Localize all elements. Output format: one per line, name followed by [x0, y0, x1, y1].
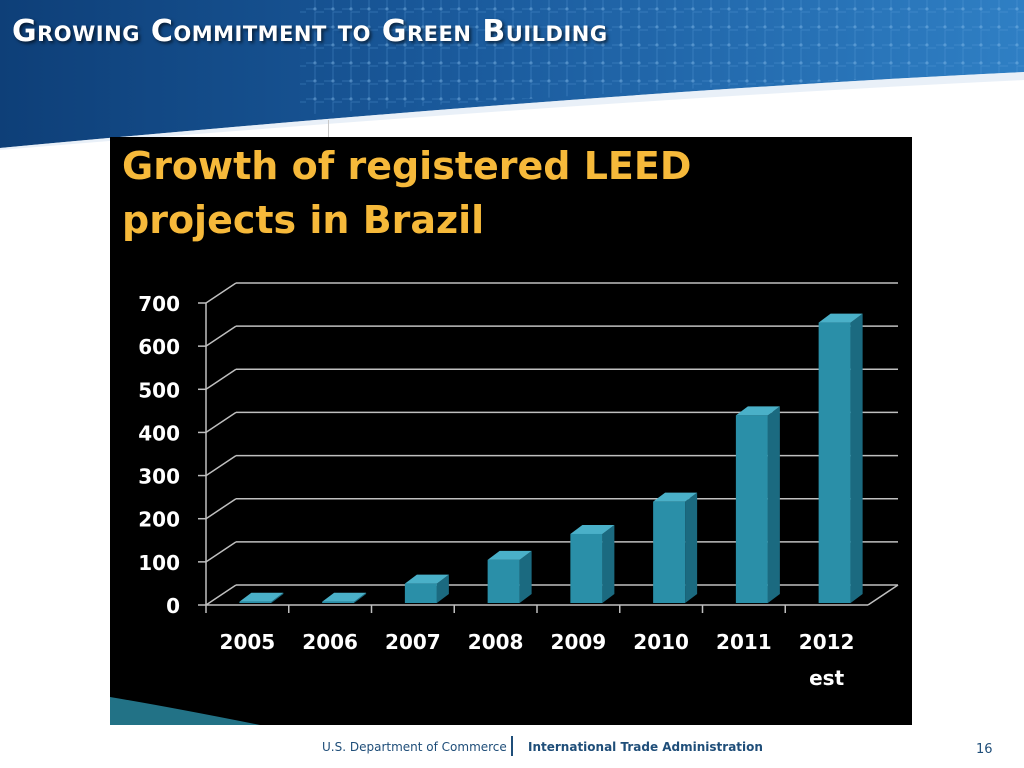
floor-edge — [867, 584, 899, 606]
bar-side — [767, 406, 780, 603]
bar-side — [271, 592, 284, 603]
bar-side — [850, 313, 863, 603]
gridline-depth — [205, 541, 237, 563]
bar-top — [404, 574, 449, 584]
slide-footer: U.S. Department of Commerce Internationa… — [0, 736, 1024, 768]
footer-separator — [511, 736, 513, 756]
gridline-depth — [205, 411, 237, 434]
bar-top — [818, 313, 863, 323]
x-tick-label: 2005 — [220, 630, 276, 654]
slide-header: Growing Commitment to Green Building — [0, 0, 1024, 150]
bar-top — [487, 550, 532, 560]
x-tick-label: 2006 — [302, 630, 358, 654]
gridline-depth — [205, 584, 237, 606]
y-tick-label: 300 — [138, 465, 180, 489]
x-tick-label: 2008 — [468, 630, 524, 654]
x-tick-label: 2011 — [716, 630, 772, 654]
y-tick-label: 700 — [138, 292, 180, 316]
y-tick-label: 400 — [138, 421, 180, 445]
bar-side — [685, 492, 698, 603]
page-number: 16 — [976, 742, 993, 757]
bar — [570, 533, 603, 603]
gridline-depth — [205, 368, 237, 390]
gridline-depth — [205, 498, 237, 520]
bar-side — [602, 524, 615, 603]
bar-top — [322, 592, 367, 602]
bar-top — [653, 492, 698, 502]
x-tick-label: 2009 — [551, 630, 607, 654]
gridline-depth — [205, 282, 237, 304]
chart-title: Growth of registered LEED projects in Br… — [122, 144, 692, 242]
bar — [239, 601, 272, 603]
y-tick-label: 600 — [138, 335, 180, 359]
x-tick-label: 2010 — [633, 630, 689, 654]
gridline-depth — [205, 325, 237, 347]
x-tick-label: 2012 — [799, 630, 855, 654]
bar-top — [735, 406, 780, 416]
y-tick-label: 0 — [166, 594, 180, 618]
bar — [818, 322, 851, 603]
corner-swoosh — [110, 697, 260, 725]
header-banner-graphic — [0, 0, 1024, 150]
bar-side — [354, 592, 367, 603]
footer-agency: International Trade Administration — [528, 740, 763, 754]
header-divider-line — [328, 120, 329, 138]
x-tick-sublabel: est — [809, 666, 844, 690]
footer-department: U.S. Department of Commerce — [322, 740, 507, 754]
bar-chart: 0 100 200 300 400 500 600 700 2005 2006 2007 2008 20… — [110, 282, 899, 725]
bar — [404, 583, 437, 603]
x-tick-label: 2007 — [385, 630, 441, 654]
bar-top — [239, 592, 284, 602]
y-tick-label: 100 — [138, 551, 180, 575]
chart-panel: Growth of registered LEED projects in Br… — [110, 137, 912, 725]
y-tick-label: 500 — [138, 378, 180, 402]
y-tick-label: 200 — [138, 508, 180, 532]
slide-title: Growing Commitment to Green Building — [12, 14, 608, 49]
bar-top — [570, 524, 615, 534]
bar — [735, 415, 768, 603]
bar-side — [436, 574, 449, 603]
gridline-depth — [205, 454, 237, 477]
bar-side — [519, 550, 532, 603]
bar — [487, 559, 520, 603]
bar — [653, 501, 686, 603]
bar — [322, 601, 355, 603]
